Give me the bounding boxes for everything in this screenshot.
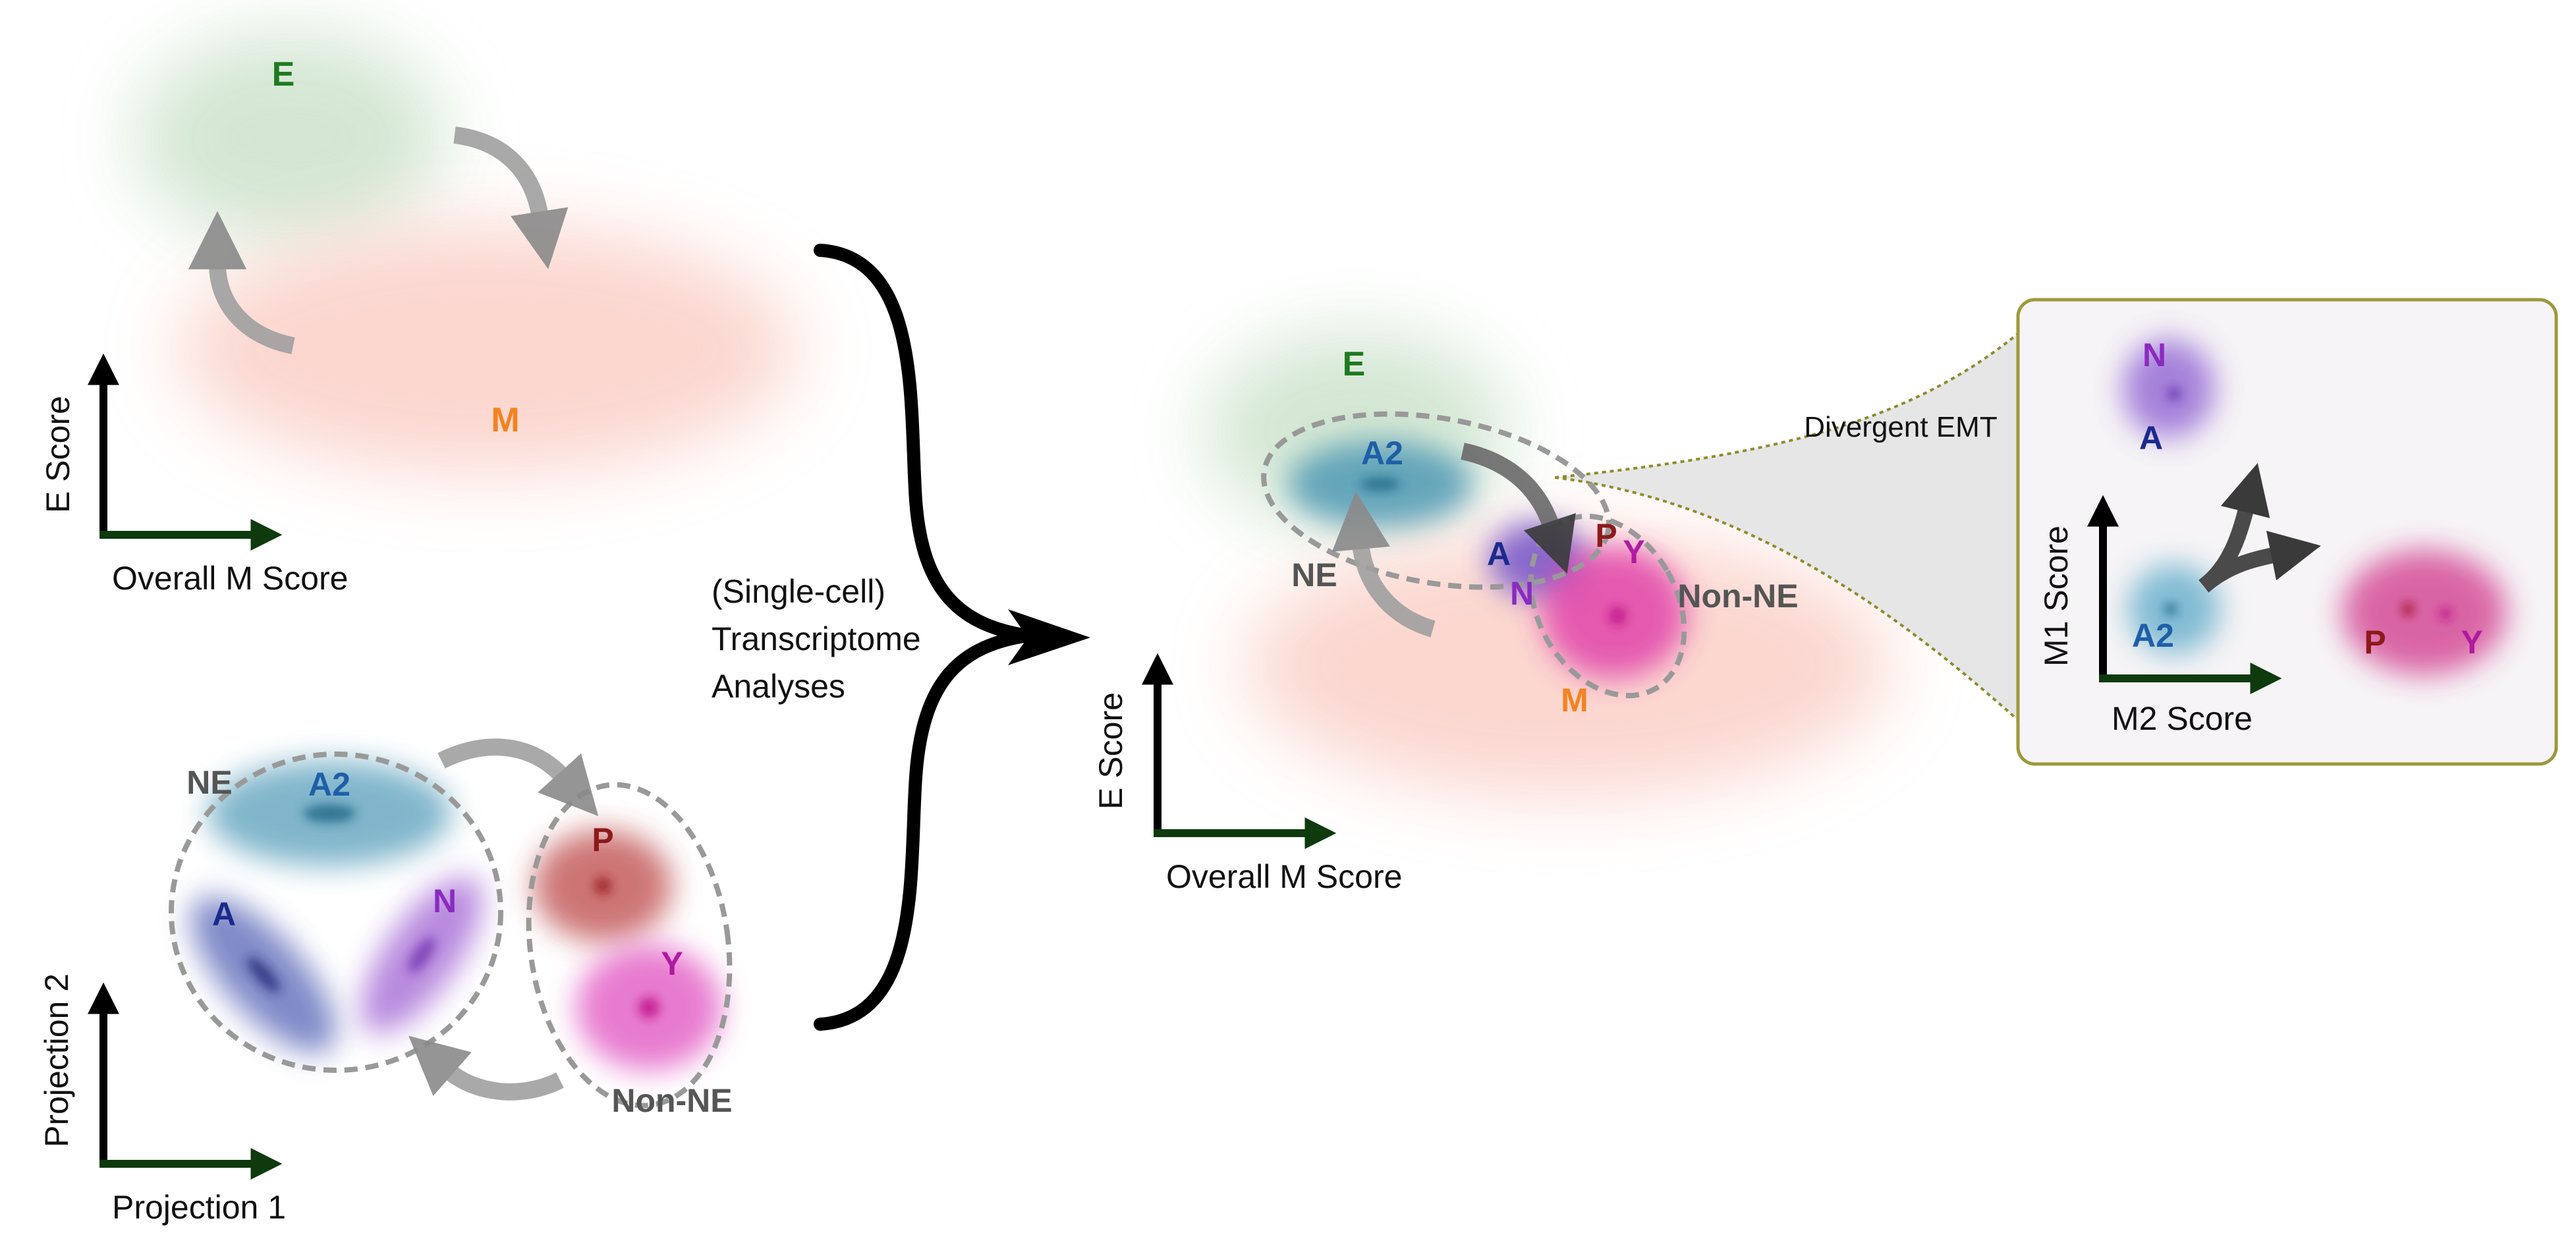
label-A2: A2 [308, 766, 350, 803]
cloud-M [178, 224, 797, 474]
arrow-nonNE-to-NE [408, 1035, 564, 1101]
arrow-M-to-E [1331, 491, 1436, 638]
y-axis-label: E Score [1092, 692, 1129, 809]
outline-nonNE [526, 782, 733, 1108]
core-Y [638, 997, 659, 1018]
outline-NE [169, 752, 503, 1073]
label-E: E [1343, 345, 1366, 383]
cloud-PY [2342, 550, 2507, 675]
core-PY [1608, 607, 1627, 625]
cloud-E [135, 33, 445, 244]
core-A2 [1360, 478, 1400, 491]
panel-center: E A2 NE A N P Y Non-NE M E Score Overall… [1092, 331, 2021, 895]
label-A: A [1487, 535, 1511, 572]
label-A: A [212, 896, 236, 933]
label-M: M [1561, 682, 1588, 719]
core-A2 [2165, 603, 2177, 615]
brace-curve [814, 244, 1034, 1031]
panel-inset: N A A2 P Y M1 Score M2 Score [2016, 298, 2558, 766]
arrow-NE-to-nonNE [437, 738, 599, 817]
y-axis-label: E Score [40, 396, 76, 513]
x-axis-label: M2 Score [2112, 700, 2253, 737]
cloud-M [1245, 533, 1891, 797]
arrow-M-to-E [188, 211, 295, 354]
merge-text-line2: Transcriptome [712, 620, 921, 657]
core-A2 [303, 804, 356, 823]
callout-label: Divergent EMT [1804, 411, 1997, 443]
arrow-E-to-M [453, 126, 569, 269]
label-P: P [1595, 517, 1617, 554]
outline-NE [1261, 411, 1611, 590]
label-NE: NE [186, 764, 232, 801]
y-axis-label: Projection 2 [38, 973, 75, 1147]
label-P: P [2364, 624, 2386, 661]
merge-text-line1: (Single-cell) [712, 573, 885, 610]
core-Y [2439, 607, 2452, 620]
panel-bottom-left: NE A2 A N P Y Non-NE Projection 2 Projec… [38, 738, 733, 1226]
merge-brace: (Single-cell) Transcriptome Analyses [712, 244, 1090, 1031]
x-axis-label: Overall M Score [112, 560, 348, 597]
label-N: N [433, 883, 457, 919]
label-A: A [2139, 420, 2163, 456]
core-P [2401, 603, 2415, 616]
callout-edge-bottom [1554, 476, 2021, 723]
callout-edge-top [1554, 331, 2021, 479]
label-N: N [1510, 575, 1534, 612]
core-A [246, 956, 281, 993]
cloud-NA [2123, 339, 2215, 438]
label-E: E [272, 55, 295, 94]
panel-top-left: E M E Score Overall M Score [40, 33, 797, 597]
label-Y: Y [661, 945, 683, 982]
inset-frame [2016, 298, 2558, 766]
x-axis-label: Projection 1 [112, 1189, 286, 1226]
core-P [594, 877, 612, 895]
label-NE: NE [1291, 557, 1337, 593]
arrow-E-to-M [1461, 443, 1576, 574]
core-NA [2168, 387, 2181, 400]
label-P: P [592, 821, 613, 858]
callout-wedge [1555, 333, 2019, 721]
brace-arrowhead [1008, 609, 1090, 665]
label-A2: A2 [1361, 435, 1403, 472]
arrow-split-right [2198, 530, 2321, 593]
label-nonNE: Non-NE [611, 1082, 732, 1119]
label-M: M [491, 401, 519, 439]
merge-text-line3: Analyses [712, 668, 845, 705]
x-axis-label: Overall M Score [1166, 858, 1402, 895]
label-Y: Y [2461, 624, 2482, 661]
label-A2: A2 [2132, 617, 2174, 654]
y-axis-label: M1 Score [2038, 526, 2075, 667]
label-Y: Y [1623, 533, 1644, 570]
label-nonNE: Non-NE [1677, 578, 1798, 615]
label-N: N [2142, 337, 2166, 373]
core-N [408, 937, 435, 973]
